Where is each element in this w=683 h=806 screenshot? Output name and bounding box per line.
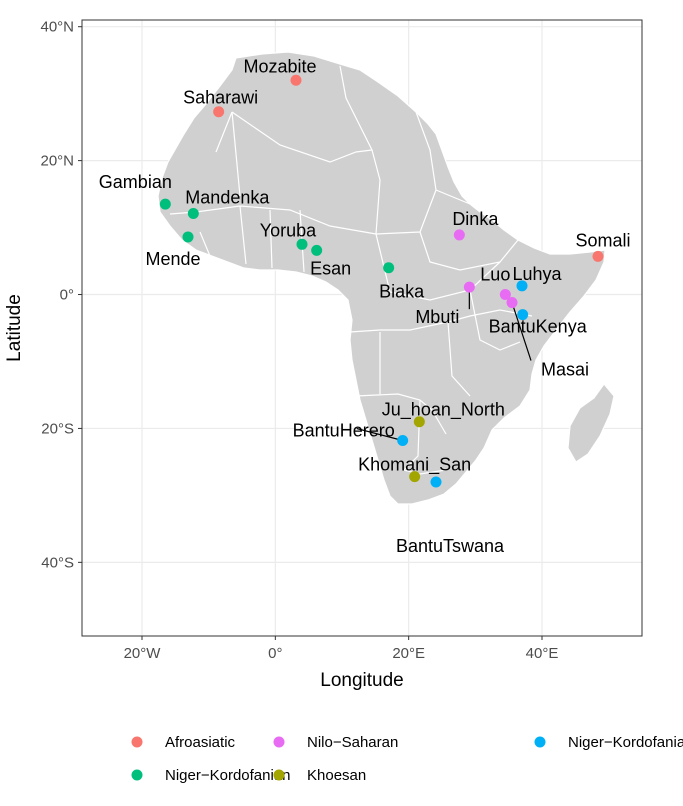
legend-key [273, 769, 285, 781]
country-borders [169, 65, 533, 475]
plot-panel-border [81, 19, 643, 637]
land-layer [157, 51, 615, 505]
y-axis-title: Latitude [4, 294, 25, 362]
population-point [516, 280, 528, 292]
population-label: Khomani_San [358, 455, 471, 476]
y-axis: 40°N 20°N 0° 20°S 40°S [40, 19, 82, 571]
population-label: Dinka [452, 209, 499, 229]
population-point [397, 434, 409, 446]
population-label: Ju_hoan_North [382, 400, 505, 421]
population-point [592, 250, 604, 262]
population-label: Yoruba [260, 220, 317, 240]
population-label: Mozabite [243, 56, 316, 76]
legend-label: Nilo−Saharan [307, 734, 398, 751]
legend: Afroasiatic Niger−Kordofanian Nilo−Saharan… [131, 734, 683, 784]
legend-key [273, 736, 285, 748]
y-tick-label: 0° [60, 287, 74, 304]
population-point [311, 244, 323, 256]
madagascar-landmass [567, 383, 615, 463]
legend-label: Afroasiatic [165, 734, 236, 751]
x-tick-label: 20°E [392, 645, 425, 662]
population-label: BantuHerero [293, 420, 395, 440]
legend-label: Niger−Kordofanian−Bantu [568, 734, 683, 751]
population-label: Mandenka [185, 188, 270, 208]
legend-label: Niger−Kordofanian [165, 767, 291, 784]
legend-key [131, 736, 143, 748]
leader-line [356, 427, 403, 442]
x-axis: 20°W 0° 20°E 40°E [124, 636, 559, 662]
population-point [506, 297, 518, 309]
y-tick-label: 40°S [41, 554, 74, 571]
population-point [296, 238, 308, 250]
africa-landmass [157, 51, 606, 505]
population-label: Esan [310, 258, 351, 278]
population-label: Somali [575, 230, 630, 250]
population-point [453, 229, 465, 241]
population-point [383, 262, 395, 274]
population-label: Masai [541, 360, 589, 380]
population-label: BantuKenya [489, 317, 588, 337]
legend-key [131, 769, 143, 781]
population-label: Gambian [99, 172, 172, 192]
population-point [182, 231, 194, 243]
x-tick-label: 20°W [124, 645, 162, 662]
population-point [413, 416, 425, 428]
y-tick-label: 20°N [40, 153, 74, 170]
population-point [463, 281, 475, 293]
population-point [430, 476, 442, 488]
population-label: Mende [145, 249, 200, 269]
population-label: Luo [480, 265, 510, 285]
legend-label: Khoesan [307, 767, 366, 784]
y-tick-label: 40°N [40, 19, 74, 36]
population-point [499, 289, 511, 301]
population-label: Biaka [379, 282, 425, 302]
legend-key [534, 736, 546, 748]
population-label: Saharawi [183, 88, 258, 108]
population-point [409, 471, 421, 483]
population-point [159, 198, 171, 210]
x-tick-label: 0° [268, 645, 282, 662]
population-point [187, 208, 199, 220]
population-point [213, 106, 225, 118]
population-label: Mbuti [415, 307, 459, 327]
x-tick-label: 40°E [526, 645, 559, 662]
y-tick-label: 20°S [41, 420, 74, 437]
population-point [517, 309, 529, 321]
data-layer: Mozabite Saharawi Somali Gambian Mandenka Men… [99, 56, 631, 556]
population-label: Luhya [512, 264, 562, 284]
leader-line [511, 302, 532, 361]
population-point [290, 74, 302, 86]
population-label: BantuTswana [396, 536, 505, 556]
x-axis-title: Longitude [320, 670, 403, 691]
